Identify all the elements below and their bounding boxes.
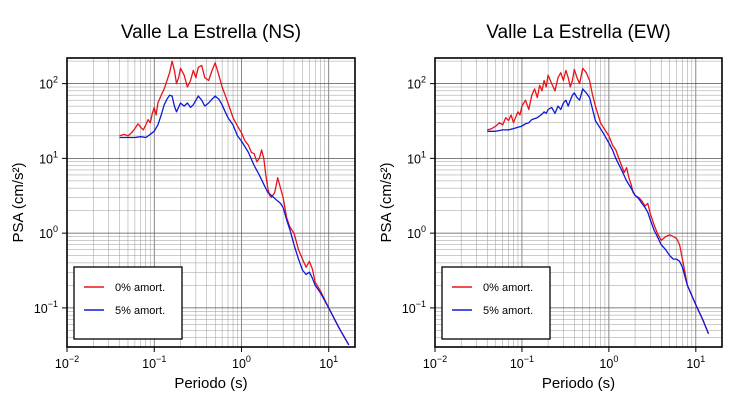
x-tick-label: 10−2 (55, 354, 79, 371)
x-tick-label: 10−2 (423, 354, 447, 371)
tick-marks (62, 83, 330, 352)
x-axis-label: Periodo (s) (174, 375, 247, 392)
y-tick-label: 102 (39, 75, 58, 92)
legend: 0% amort. 5% amort. (73, 266, 183, 340)
y-tick-label: 101 (407, 149, 426, 166)
x-tick-label: 100 (232, 354, 251, 371)
legend-box (73, 266, 183, 340)
y-axis-label: PSA (cm/s²) (378, 162, 395, 242)
plot-frame (66, 57, 356, 348)
legend-label-2: 5% amort. (115, 305, 165, 317)
x-tick-label: 10−1 (142, 354, 166, 371)
x-tick-label: 10−1 (510, 354, 534, 371)
chart-title: Valle La Estrella (EW) (486, 22, 670, 43)
legend-box (441, 266, 551, 340)
y-tick-label: 101 (39, 149, 58, 166)
chart-title: Valle La Estrella (NS) (121, 22, 301, 43)
y-tick-label: 10−1 (34, 299, 58, 316)
x-tick-label: 101 (319, 354, 338, 371)
series-line-2 (487, 88, 710, 335)
chart-panel-1: 10−2 10−1 100 101 10−1 100 101 102 Valle La Estr… (10, 22, 356, 392)
x-tick-label: 101 (686, 354, 705, 371)
legend-label-1: 0% amort. (483, 282, 533, 294)
grid (66, 58, 356, 348)
x-axis-label: Periodo (s) (542, 375, 615, 392)
legend-label-1: 0% amort. (115, 282, 165, 294)
legend: 0% amort. 5% amort. (441, 266, 551, 340)
chart-panel-2: 10−2 10−1 100 101 10−1 100 101 102 Valle La Estr… (378, 22, 723, 392)
series-line-2 (119, 94, 350, 346)
y-tick-label: 10−1 (402, 299, 426, 316)
plot-frame (434, 57, 723, 348)
legend-label-2: 5% amort. (483, 305, 533, 317)
y-tick-label: 100 (407, 224, 426, 241)
tick-marks (430, 83, 697, 352)
series-line-1 (119, 60, 350, 346)
y-tick-label: 100 (39, 224, 58, 241)
series-line-1 (487, 67, 710, 335)
y-tick-label: 102 (407, 75, 426, 92)
x-tick-label: 100 (599, 354, 618, 371)
y-axis-label: PSA (cm/s²) (10, 162, 27, 242)
